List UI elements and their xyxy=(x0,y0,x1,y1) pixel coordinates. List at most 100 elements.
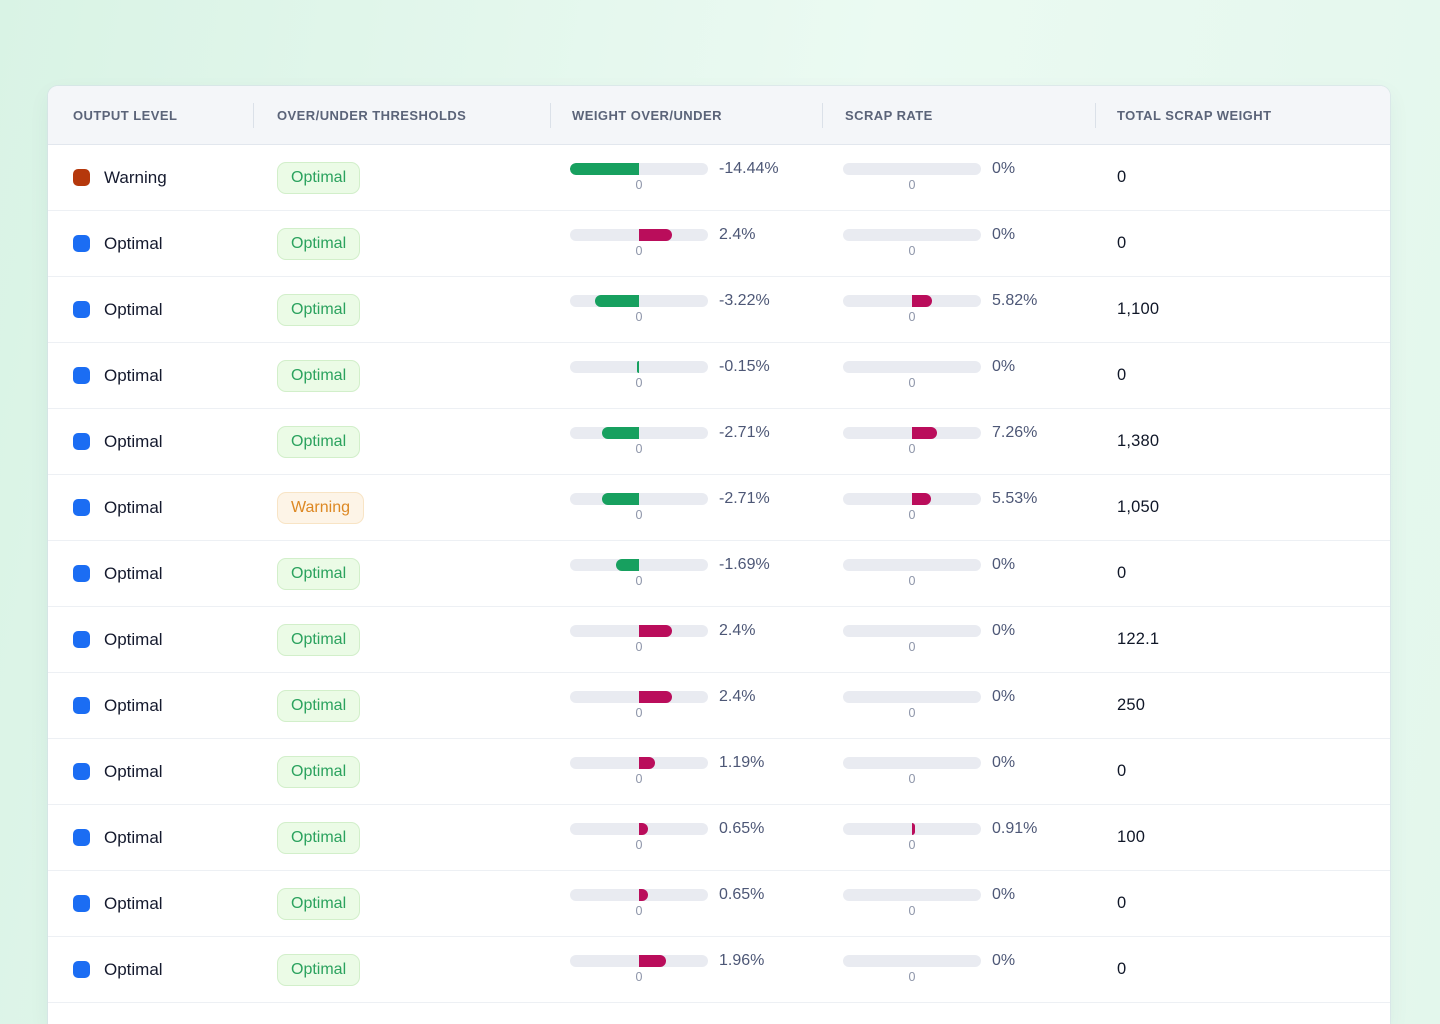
weight-over-under-value: -2.71% xyxy=(719,490,770,507)
status-square-icon xyxy=(73,631,90,648)
scrap-bar-fill xyxy=(912,493,932,505)
scrap-rate-value: 7.26% xyxy=(992,424,1038,441)
scrap-rate-value: 0.91% xyxy=(992,820,1038,837)
scrap-bar-track xyxy=(843,163,981,175)
scrap-bar-group: 0 0% xyxy=(843,622,1095,654)
table-row[interactable]: Optimal Optimal 0 -3.22% xyxy=(48,277,1390,343)
weight-bar-zero-label: 0 xyxy=(635,838,643,852)
total-scrap-weight-value: 0 xyxy=(1117,564,1127,582)
scrap-bar-zero-label: 0 xyxy=(908,838,916,852)
scrap-rate-value: 0% xyxy=(992,226,1016,243)
output-level-label: Optimal xyxy=(104,761,163,781)
weight-over-under-cell: 0 -0.15% xyxy=(550,358,822,390)
weight-bar-zero-label: 0 xyxy=(635,772,643,786)
total-scrap-weight-cell: 0 xyxy=(1095,234,1390,253)
column-header-output-level: OUTPUT LEVEL xyxy=(73,107,178,123)
total-scrap-weight-cell: 0 xyxy=(1095,894,1390,913)
table-row[interactable]: Optimal Optimal 0 -2.71% xyxy=(48,409,1390,475)
scrap-bar-track xyxy=(843,757,981,769)
scrap-rate-value: 0% xyxy=(992,556,1016,573)
weight-over-under-value: -0.15% xyxy=(719,358,770,375)
threshold-badge: Optimal xyxy=(277,755,361,788)
table-row[interactable]: Warning Optimal 0 -14.44% xyxy=(48,145,1390,211)
scrap-bar-zero-label: 0 xyxy=(908,244,916,258)
total-scrap-weight-value: 1,380 xyxy=(1117,432,1160,450)
total-scrap-weight-value: 1,100 xyxy=(1117,300,1160,318)
scrap-rate-cell: 0 0% xyxy=(822,953,1095,984)
output-level-label: Warning xyxy=(104,167,167,187)
weight-over-under-value: 1.19% xyxy=(719,754,765,771)
table-row[interactable]: Optimal Warning 0 -2.71% xyxy=(48,475,1390,541)
weight-bar-track xyxy=(570,823,708,835)
scrap-rate-cell: 0 0% xyxy=(822,226,1095,258)
weight-over-under-value: -1.69% xyxy=(719,556,770,573)
scrap-bar-group: 0 0% xyxy=(843,359,1095,390)
table-row[interactable]: Optimal Optimal 0 2.4% xyxy=(48,607,1390,673)
threshold-cell: Optimal xyxy=(253,821,550,854)
weight-bar-fill xyxy=(601,493,639,505)
weight-bar-zero-label: 0 xyxy=(635,574,643,588)
weight-bar-group: 0 -14.44% xyxy=(570,161,822,192)
table-row[interactable]: Optimal Optimal 0 1.96% xyxy=(48,937,1390,1003)
threshold-badge: Optimal xyxy=(277,623,361,656)
weight-bar-fill xyxy=(636,361,639,373)
weight-bar-fill xyxy=(639,823,648,835)
scrap-rate-value: 0% xyxy=(992,622,1016,639)
weight-bar-track xyxy=(570,757,708,769)
table-row[interactable]: Optimal Optimal 0 2.4% xyxy=(48,211,1390,277)
weight-bar-track xyxy=(570,295,708,307)
table-row[interactable]: Optimal Optimal 0 0.65% xyxy=(48,871,1390,937)
scrap-bar-zero-label: 0 xyxy=(908,970,916,984)
total-scrap-weight-value: 0 xyxy=(1117,234,1127,252)
weight-bar-track xyxy=(570,889,708,901)
status-square-icon xyxy=(73,169,90,186)
output-level-label: Optimal xyxy=(104,827,163,847)
table-row[interactable]: Optimal Optimal 0 -0.15% xyxy=(48,343,1390,409)
table-row[interactable]: Optimal Optimal 0 -1.69% xyxy=(48,541,1390,607)
threshold-badge: Optimal xyxy=(277,293,361,326)
threshold-badge: Optimal xyxy=(277,821,361,854)
output-level-label: Optimal xyxy=(104,299,163,319)
weight-bar-fill xyxy=(639,889,648,901)
scrap-bar-group: 0 0% xyxy=(843,556,1095,588)
threshold-cell: Optimal xyxy=(253,227,550,260)
status-square-icon xyxy=(73,829,90,846)
scrap-rate-cell: 0 0% xyxy=(822,755,1095,786)
table-row[interactable]: Optimal Optimal 0 1.19% xyxy=(48,739,1390,805)
threshold-cell: Optimal xyxy=(253,293,550,326)
total-scrap-weight-value: 0 xyxy=(1117,762,1127,780)
scrap-bar-group: 0 0% xyxy=(843,953,1095,984)
scrap-bar-track xyxy=(843,229,981,241)
scrap-rate-cell: 0 5.82% xyxy=(822,293,1095,324)
scrap-rate-value: 5.53% xyxy=(992,490,1038,507)
weight-bar-fill xyxy=(639,691,673,703)
output-level-cell: Optimal xyxy=(48,564,253,584)
scrap-bar-zero-label: 0 xyxy=(908,178,916,192)
column-header-thresholds: OVER/UNDER THRESHOLDS xyxy=(253,86,550,144)
total-scrap-weight-cell: 0 xyxy=(1095,366,1390,385)
total-scrap-weight-cell: 1,050 xyxy=(1095,498,1390,517)
output-level-cell: Optimal xyxy=(48,762,253,782)
status-square-icon xyxy=(73,895,90,912)
table-row[interactable]: Optimal Optimal 0 2.4% xyxy=(48,673,1390,739)
scrap-bar-track xyxy=(843,691,981,703)
scrap-rate-cell: 0 0% xyxy=(822,359,1095,390)
scrap-bar-track xyxy=(843,955,981,967)
output-level-cell: Optimal xyxy=(48,498,253,518)
column-header-weight-over-under: WEIGHT OVER/UNDER xyxy=(550,86,822,144)
weight-bar-group: 0 0.65% xyxy=(570,887,822,918)
weight-bar-track xyxy=(570,163,708,175)
table-header-row: OUTPUT LEVEL OVER/UNDER THRESHOLDS WEIGH… xyxy=(48,86,1390,145)
weight-bar-zero-label: 0 xyxy=(635,376,643,390)
weight-bar-group: 0 2.4% xyxy=(570,227,822,258)
weight-bar-fill xyxy=(601,427,639,439)
status-square-icon xyxy=(73,499,90,516)
threshold-cell: Optimal xyxy=(253,359,550,392)
weight-bar-track xyxy=(570,625,708,637)
threshold-badge: Warning xyxy=(277,491,364,524)
scrap-bar-track xyxy=(843,427,981,439)
table-row[interactable]: Optimal Optimal 0 0.65% xyxy=(48,805,1390,871)
weight-bar-fill xyxy=(639,625,673,637)
scrap-rate-cell: 0 0% xyxy=(822,622,1095,654)
